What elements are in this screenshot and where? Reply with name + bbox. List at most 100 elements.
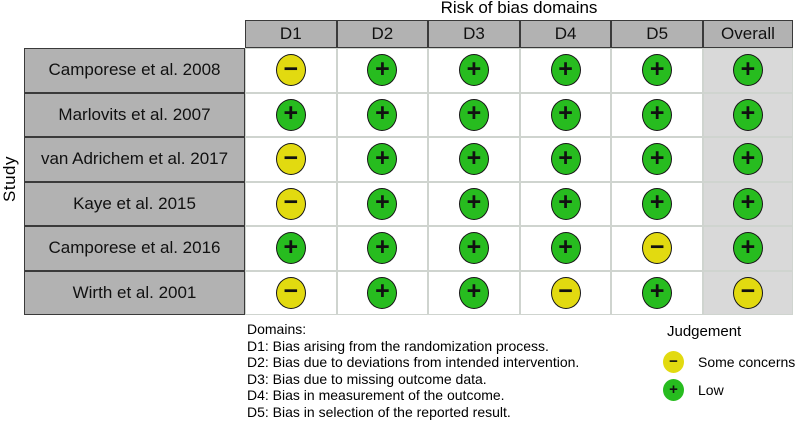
judgement-circle-low: + xyxy=(550,54,581,87)
judgement-cell: + xyxy=(336,137,429,182)
judgement-cell: + xyxy=(519,137,612,182)
judgement-cell: + xyxy=(519,226,612,271)
judgement-cell: + xyxy=(336,181,429,226)
footnote-line: D5: Bias in selection of the reported re… xyxy=(247,403,511,420)
column-header-d5: D5 xyxy=(611,20,703,48)
column-header-overall: Overall xyxy=(702,20,793,48)
judgement-circle-low: + xyxy=(642,143,673,176)
judgement-circle-low: + xyxy=(642,187,673,220)
judgement-circle-low: + xyxy=(642,276,673,309)
judgement-cell: + xyxy=(611,137,703,182)
column-header-d3: D3 xyxy=(428,20,520,48)
footnote-line: D3: Bias due to missing outcome data. xyxy=(247,370,487,387)
judgement-circle-low: + xyxy=(550,143,581,176)
judgement-circle-low: + xyxy=(732,98,763,131)
legend-entry: + Low xyxy=(663,376,795,404)
judgement-cell: − xyxy=(611,226,703,271)
judgement-cell: + xyxy=(428,137,520,182)
judgement-cell: + xyxy=(428,226,520,271)
table-corner-spacer xyxy=(24,20,245,48)
judgement-cell: + xyxy=(336,92,429,137)
judgement-cell: + xyxy=(428,92,520,137)
column-header-d1: D1 xyxy=(245,20,337,48)
study-label-cell: Marlovits et al. 2007 xyxy=(24,92,245,137)
judgement-cell: − xyxy=(245,181,337,226)
study-label-cell: Camporese et al. 2016 xyxy=(24,226,245,271)
judgement-circle-low: + xyxy=(458,276,489,309)
legend-entries: − Some concerns + Low xyxy=(663,348,795,404)
judgement-cell: − xyxy=(519,270,612,315)
judgement-cell: + xyxy=(336,226,429,271)
footnote-line: D1: Bias arising from the randomization … xyxy=(247,337,549,354)
judgement-circle-low: + xyxy=(458,98,489,131)
judgement-circle-some-concerns: − xyxy=(275,276,306,309)
judgement-cell: + xyxy=(245,226,337,271)
column-header-d2: D2 xyxy=(336,20,429,48)
judgement-cell: + xyxy=(702,181,793,226)
judgement-cell: + xyxy=(428,48,520,93)
judgement-circle-low: + xyxy=(367,276,398,309)
judgement-cell: + xyxy=(428,270,520,315)
judgement-cell: + xyxy=(702,48,793,93)
judgement-cell: − xyxy=(245,48,337,93)
judgement-circle-low: + xyxy=(367,187,398,220)
judgement-circle-low: + xyxy=(550,98,581,131)
judgement-circle-low: + xyxy=(732,187,763,220)
legend-entry: − Some concerns xyxy=(663,348,795,376)
judgement-legend: Judgement − Some concerns + Low xyxy=(663,323,795,404)
legend-circle-some-concerns: − xyxy=(663,351,684,373)
judgement-circle-low: + xyxy=(458,187,489,220)
domains-footnote: Domains: D1: Bias arising from the rando… xyxy=(247,321,579,421)
judgement-cell: + xyxy=(336,48,429,93)
judgement-cell: + xyxy=(519,92,612,137)
judgement-circle-some-concerns: − xyxy=(550,276,581,309)
study-label-cell: van Adrichem et al. 2017 xyxy=(24,137,245,182)
legend-circle-low: + xyxy=(663,379,684,401)
judgement-cell: + xyxy=(519,48,612,93)
footnote-line: D4: Bias in measurement of the outcome. xyxy=(247,387,505,404)
judgement-circle-low: + xyxy=(458,143,489,176)
judgement-circle-some-concerns: − xyxy=(275,54,306,87)
judgement-cell: + xyxy=(336,270,429,315)
judgement-circle-low: + xyxy=(732,232,763,265)
judgement-cell: + xyxy=(702,137,793,182)
column-header-d4: D4 xyxy=(519,20,612,48)
study-label-cell: Kaye et al. 2015 xyxy=(24,181,245,226)
judgement-circle-some-concerns: − xyxy=(275,187,306,220)
footnote-line: D2: Bias due to deviations from intended… xyxy=(247,354,580,371)
judgement-circle-low: + xyxy=(550,232,581,265)
judgement-cell: + xyxy=(611,270,703,315)
judgement-cell: + xyxy=(702,92,793,137)
rob-table: D1 D2 D3 D4 D5 Overall Camporese et al. 2008− +… xyxy=(24,20,793,315)
judgement-cell: − xyxy=(702,270,793,315)
judgement-circle-some-concerns: − xyxy=(732,276,763,309)
domains-footnote-heading: Domains: xyxy=(247,321,307,337)
judgement-cell: + xyxy=(611,92,703,137)
study-label-cell: Camporese et al. 2008 xyxy=(24,48,245,93)
legend-label: Low xyxy=(698,382,724,398)
study-label-cell: Wirth et al. 2001 xyxy=(24,270,245,315)
judgement-cell: + xyxy=(519,181,612,226)
legend-label: Some concerns xyxy=(698,354,796,370)
judgement-cell: + xyxy=(702,226,793,271)
judgement-cell: + xyxy=(611,181,703,226)
judgement-circle-low: + xyxy=(550,187,581,220)
plot-title: Risk of bias domains xyxy=(440,0,598,17)
judgement-circle-low: + xyxy=(732,54,763,87)
judgement-legend-title: Judgement xyxy=(667,323,742,340)
judgement-cell: + xyxy=(428,181,520,226)
judgement-circle-low: + xyxy=(458,54,489,87)
judgement-circle-low: + xyxy=(642,98,673,131)
judgement-cell: − xyxy=(245,270,337,315)
judgement-circle-low: + xyxy=(367,54,398,87)
judgement-cell: − xyxy=(245,137,337,182)
judgement-circle-some-concerns: − xyxy=(642,232,673,265)
study-axis-label: Study xyxy=(0,156,19,202)
domains-footnote-lines: D1: Bias arising from the randomization … xyxy=(247,338,579,421)
judgement-circle-some-concerns: − xyxy=(275,143,306,176)
judgement-circle-low: + xyxy=(458,232,489,265)
judgement-circle-low: + xyxy=(367,143,398,176)
judgement-cell: + xyxy=(245,92,337,137)
judgement-circle-low: + xyxy=(642,54,673,87)
